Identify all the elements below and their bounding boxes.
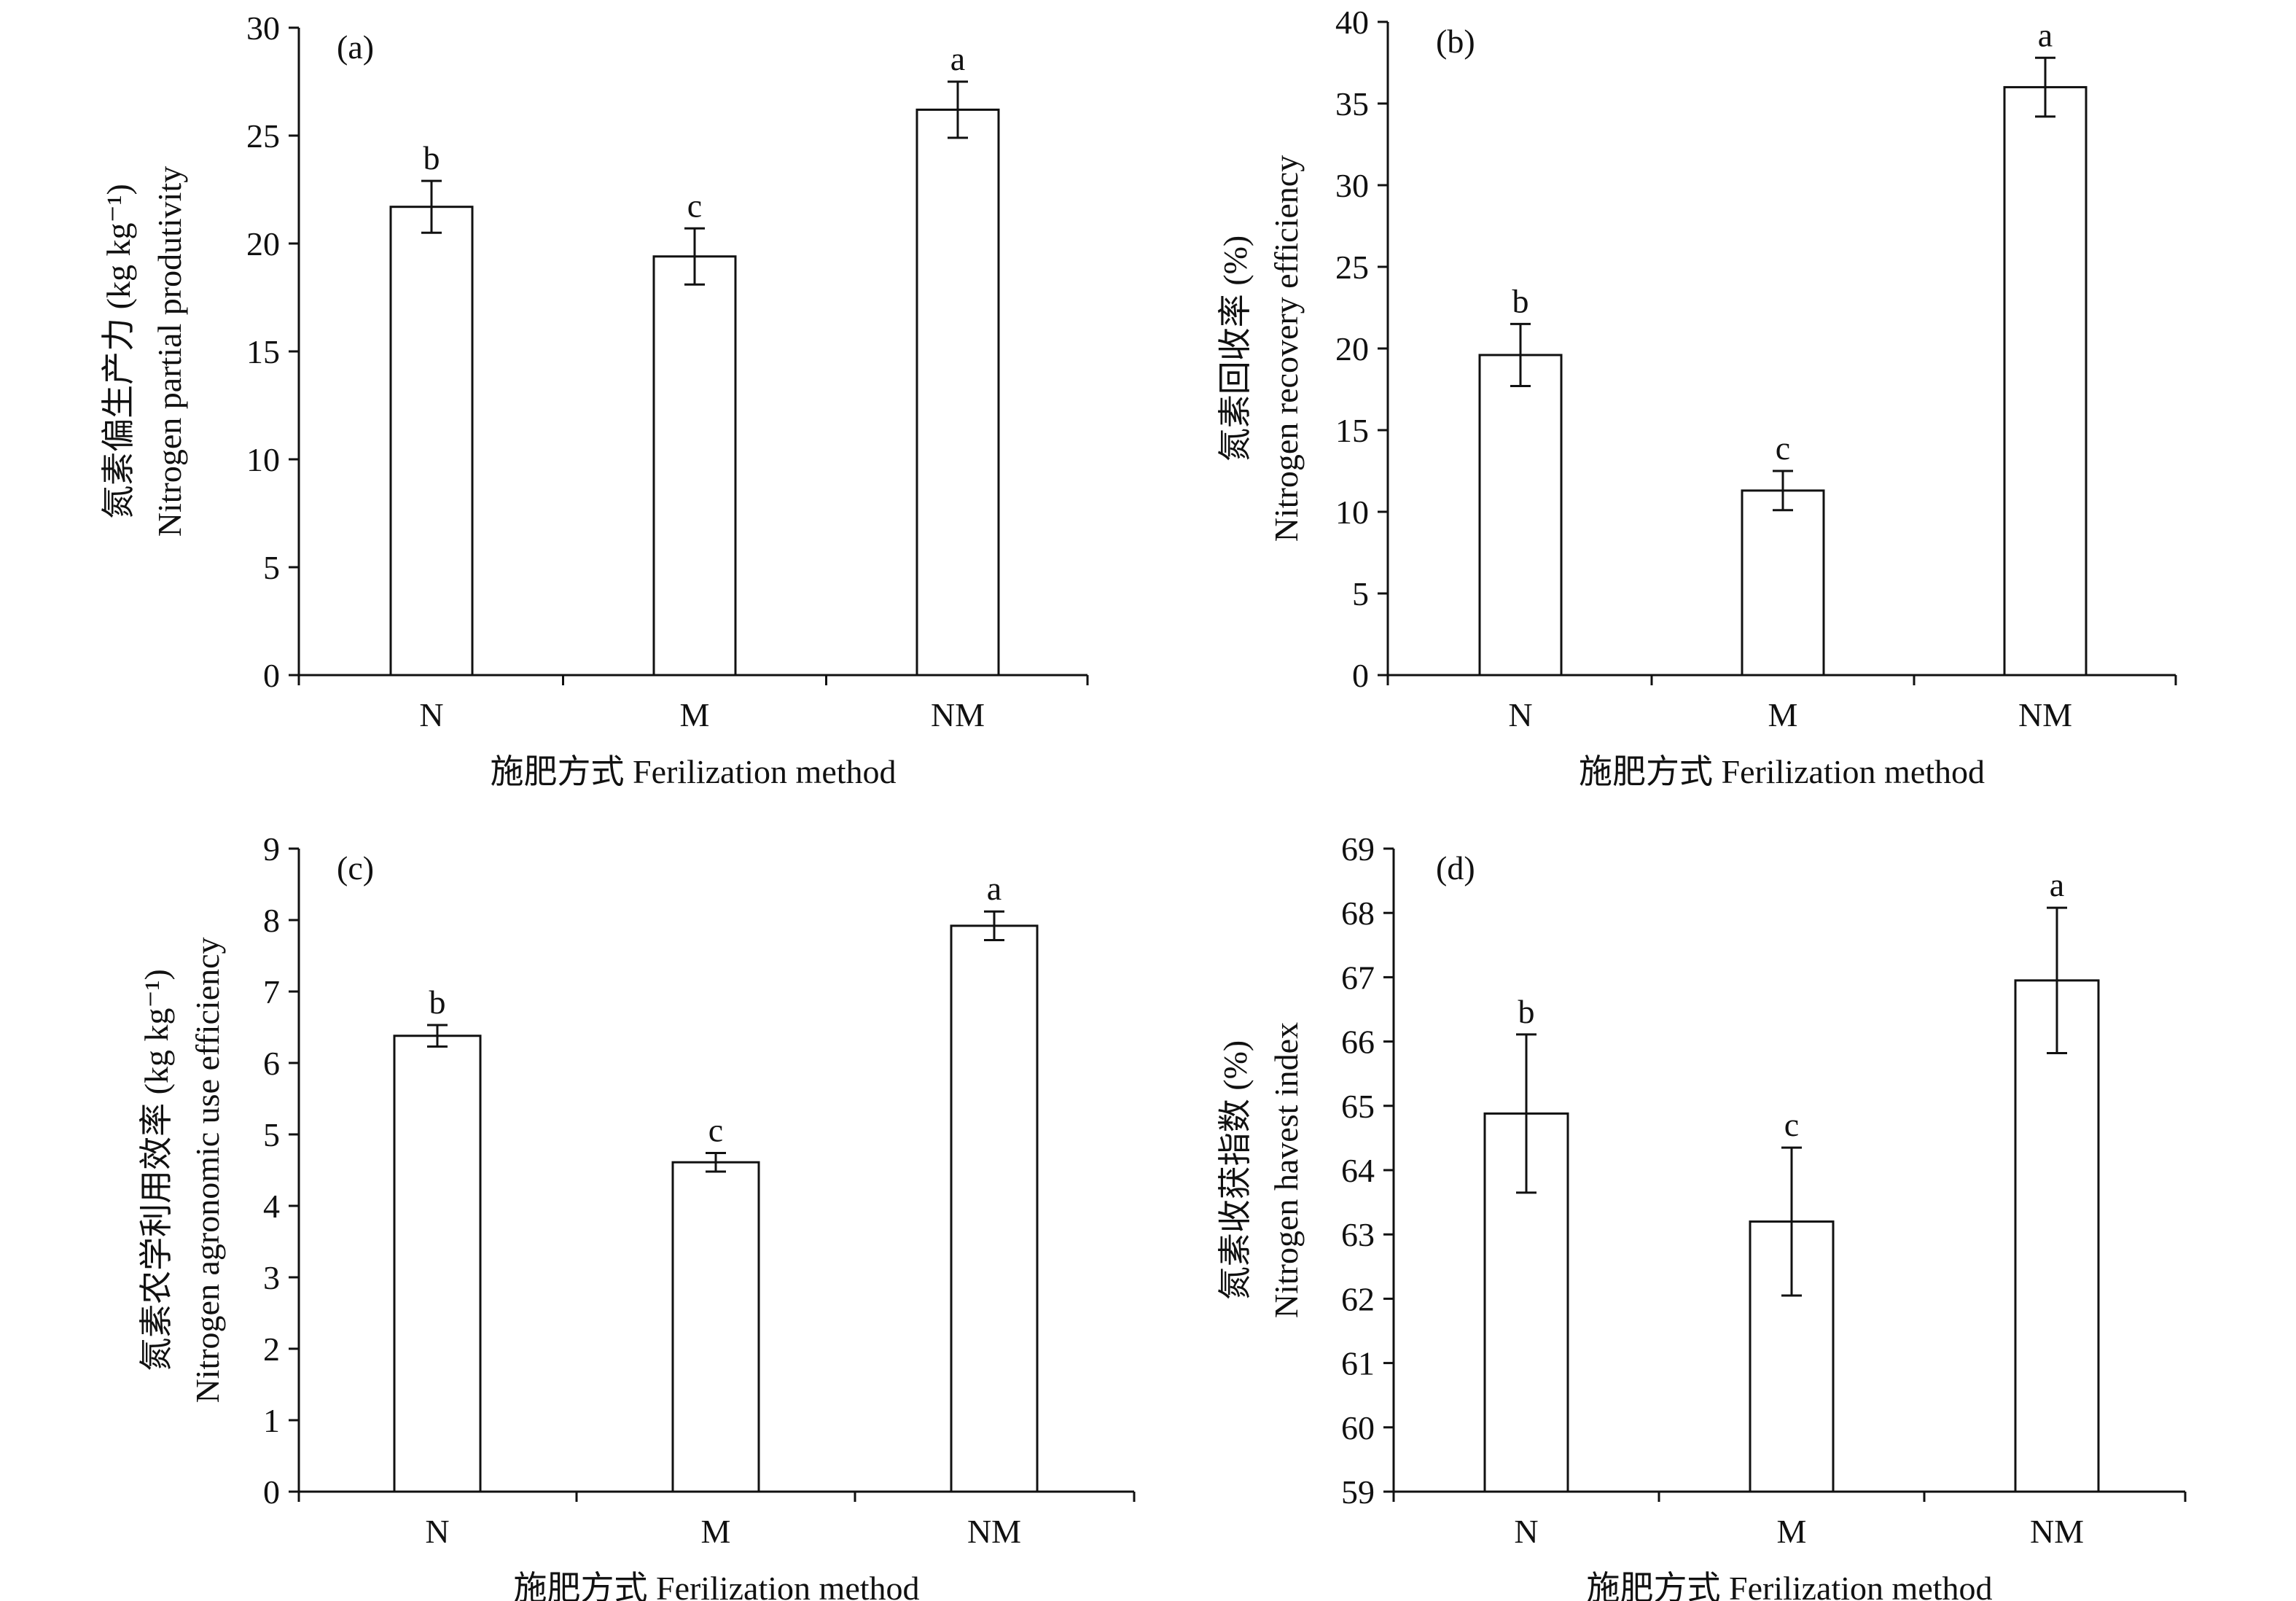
y-tick-label: 67 — [1341, 959, 1375, 996]
y-tick-label: 66 — [1341, 1024, 1375, 1061]
bar-n — [393, 1035, 482, 1493]
y-tick-label: 5 — [263, 549, 280, 586]
y-axis-title-en: Nitrogen recovery efficiency — [1268, 155, 1305, 542]
significance-letter: c — [708, 1111, 723, 1148]
y-tick-label: 15 — [1335, 412, 1369, 449]
chart-panel-4: 59 60 61 62 63 64 65 66 67 68 69 b Nc Ma NM (d) 施肥方式 Fer… — [1217, 830, 2187, 1601]
y-tick-label: 8 — [263, 902, 280, 939]
chart-panel-1: 0 5 10 15 20 25 30 b Nc Ma NM (a) 施肥方式 Ferilization … — [100, 9, 1089, 790]
y-axis-title-cn: 氮素农学利用效率 (kg kg⁻¹) — [138, 969, 175, 1371]
x-tick-label: N — [419, 696, 443, 733]
y-tick-label: 7 — [263, 973, 280, 1010]
y-tick-label: 1 — [263, 1402, 280, 1439]
x-axis-title: 施肥方式 Ferilization method — [1586, 1570, 1992, 1601]
significance-letter: a — [987, 870, 1001, 907]
y-tick-label: 5 — [1352, 575, 1369, 612]
significance-letter: c — [687, 187, 702, 224]
significance-letter: c — [1776, 429, 1790, 467]
bar-nm — [950, 924, 1039, 1493]
bar-nm — [915, 108, 1000, 677]
significance-letter: b — [429, 983, 446, 1021]
x-tick-label: NM — [967, 1513, 1021, 1550]
y-tick-label: 9 — [263, 830, 280, 868]
y-axis-title-cn: 氮素偏生产力 (kg kg⁻¹) — [100, 184, 137, 519]
y-axis-title-en: Nitrogen agronomic use efficiency — [189, 937, 226, 1403]
chart-panel-3: 0 1 2 3 4 5 6 7 8 9 b Nc Ma NM (c) 施肥方式 Ferilization me… — [138, 830, 1136, 1601]
bar-m — [652, 255, 737, 677]
bar-n — [1478, 354, 1563, 677]
x-tick-label: N — [425, 1513, 449, 1550]
y-tick-label: 64 — [1341, 1152, 1375, 1189]
y-tick-label: 0 — [263, 657, 280, 694]
y-tick-label: 61 — [1341, 1345, 1375, 1382]
y-tick-label: 4 — [263, 1188, 280, 1225]
y-tick-label: 3 — [263, 1259, 280, 1296]
x-tick-label: NM — [2030, 1513, 2084, 1550]
significance-letter: c — [1784, 1106, 1799, 1143]
y-tick-label: 10 — [246, 441, 280, 478]
significance-letter: a — [2038, 16, 2053, 53]
y-axis-title-cn: 氮素回收率 (%) — [1217, 235, 1254, 461]
y-tick-label: 5 — [263, 1116, 280, 1153]
bar-m — [671, 1161, 760, 1493]
bar-nm — [2014, 979, 2100, 1493]
x-tick-label: NM — [2018, 696, 2072, 733]
y-tick-label: 20 — [246, 225, 280, 262]
bar-nm — [2003, 86, 2088, 677]
x-axis-title: 施肥方式 Ferilization method — [1579, 753, 1985, 790]
y-tick-label: 62 — [1341, 1280, 1375, 1317]
significance-letter: a — [2050, 866, 2064, 903]
y-tick-label: 2 — [263, 1331, 280, 1368]
x-axis-title: 施肥方式 Ferilization method — [513, 1570, 919, 1601]
x-axis-title: 施肥方式 Ferilization method — [490, 753, 896, 790]
significance-letter: b — [1512, 282, 1529, 319]
chart-panel-2: 0 5 10 15 20 25 30 35 40 b Nc Ma NM (b) 施肥方式 Ferilizat… — [1217, 4, 2177, 790]
significance-letter: a — [950, 40, 965, 77]
y-tick-label: 30 — [246, 9, 280, 47]
y-tick-label: 25 — [246, 117, 280, 155]
y-tick-label: 15 — [246, 333, 280, 370]
y-tick-label: 65 — [1341, 1088, 1375, 1125]
panel-label: (a) — [337, 28, 374, 66]
y-tick-label: 59 — [1341, 1473, 1375, 1511]
y-tick-label: 6 — [263, 1045, 280, 1082]
panel-label: (b) — [1436, 23, 1475, 60]
bar-n — [389, 206, 474, 677]
y-axis-title-en: Nitrogen havest index — [1268, 1022, 1305, 1318]
significance-letter: b — [1518, 993, 1535, 1030]
y-tick-label: 35 — [1335, 85, 1369, 122]
y-tick-label: 25 — [1335, 249, 1369, 286]
y-tick-label: 0 — [1352, 657, 1369, 694]
x-tick-label: M — [1777, 1513, 1807, 1550]
x-tick-label: N — [1514, 1513, 1538, 1550]
y-tick-label: 68 — [1341, 895, 1375, 932]
y-axis-title-cn: 氮素收获指数 (%) — [1217, 1040, 1254, 1300]
bar-m — [1741, 489, 1825, 677]
y-axis-title-en: Nitrogen partial produtivity — [151, 166, 188, 537]
y-tick-label: 60 — [1341, 1409, 1375, 1446]
y-tick-label: 30 — [1335, 167, 1369, 204]
x-tick-label: M — [1768, 696, 1798, 733]
y-tick-label: 0 — [263, 1473, 280, 1511]
x-tick-label: N — [1508, 696, 1532, 733]
y-tick-label: 20 — [1335, 330, 1369, 367]
significance-letter: b — [423, 139, 440, 176]
x-tick-label: M — [680, 696, 710, 733]
y-tick-label: 40 — [1335, 4, 1369, 41]
y-tick-label: 10 — [1335, 494, 1369, 531]
x-tick-label: NM — [931, 696, 985, 733]
panel-label: (d) — [1436, 849, 1475, 887]
y-tick-label: 63 — [1341, 1216, 1375, 1253]
panel-label: (c) — [337, 849, 374, 887]
y-tick-label: 69 — [1341, 830, 1375, 868]
x-tick-label: M — [701, 1513, 731, 1550]
